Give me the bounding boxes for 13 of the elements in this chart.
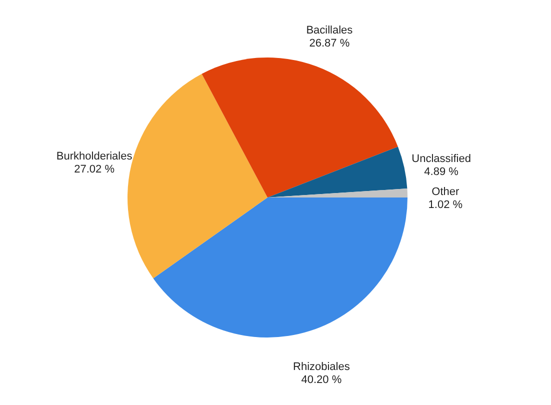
slice-label: Bacillales [306,24,354,37]
data-label: 4.89 % [424,166,459,178]
pie-slice [268,146,408,198]
pie-slice [153,198,408,338]
slice-label: Rhizobiales [293,361,350,374]
data-label: 26.87 % [309,38,350,50]
data-label: 40.20 % [301,374,342,386]
pie-slice [202,58,398,198]
data-label: 27.02 % [74,163,115,176]
slice-label: Burkholderiales [56,150,133,162]
data-label: 1.02 % [428,198,463,211]
slice-label: Unclassified [412,153,471,166]
slice-label: Other [432,186,460,198]
